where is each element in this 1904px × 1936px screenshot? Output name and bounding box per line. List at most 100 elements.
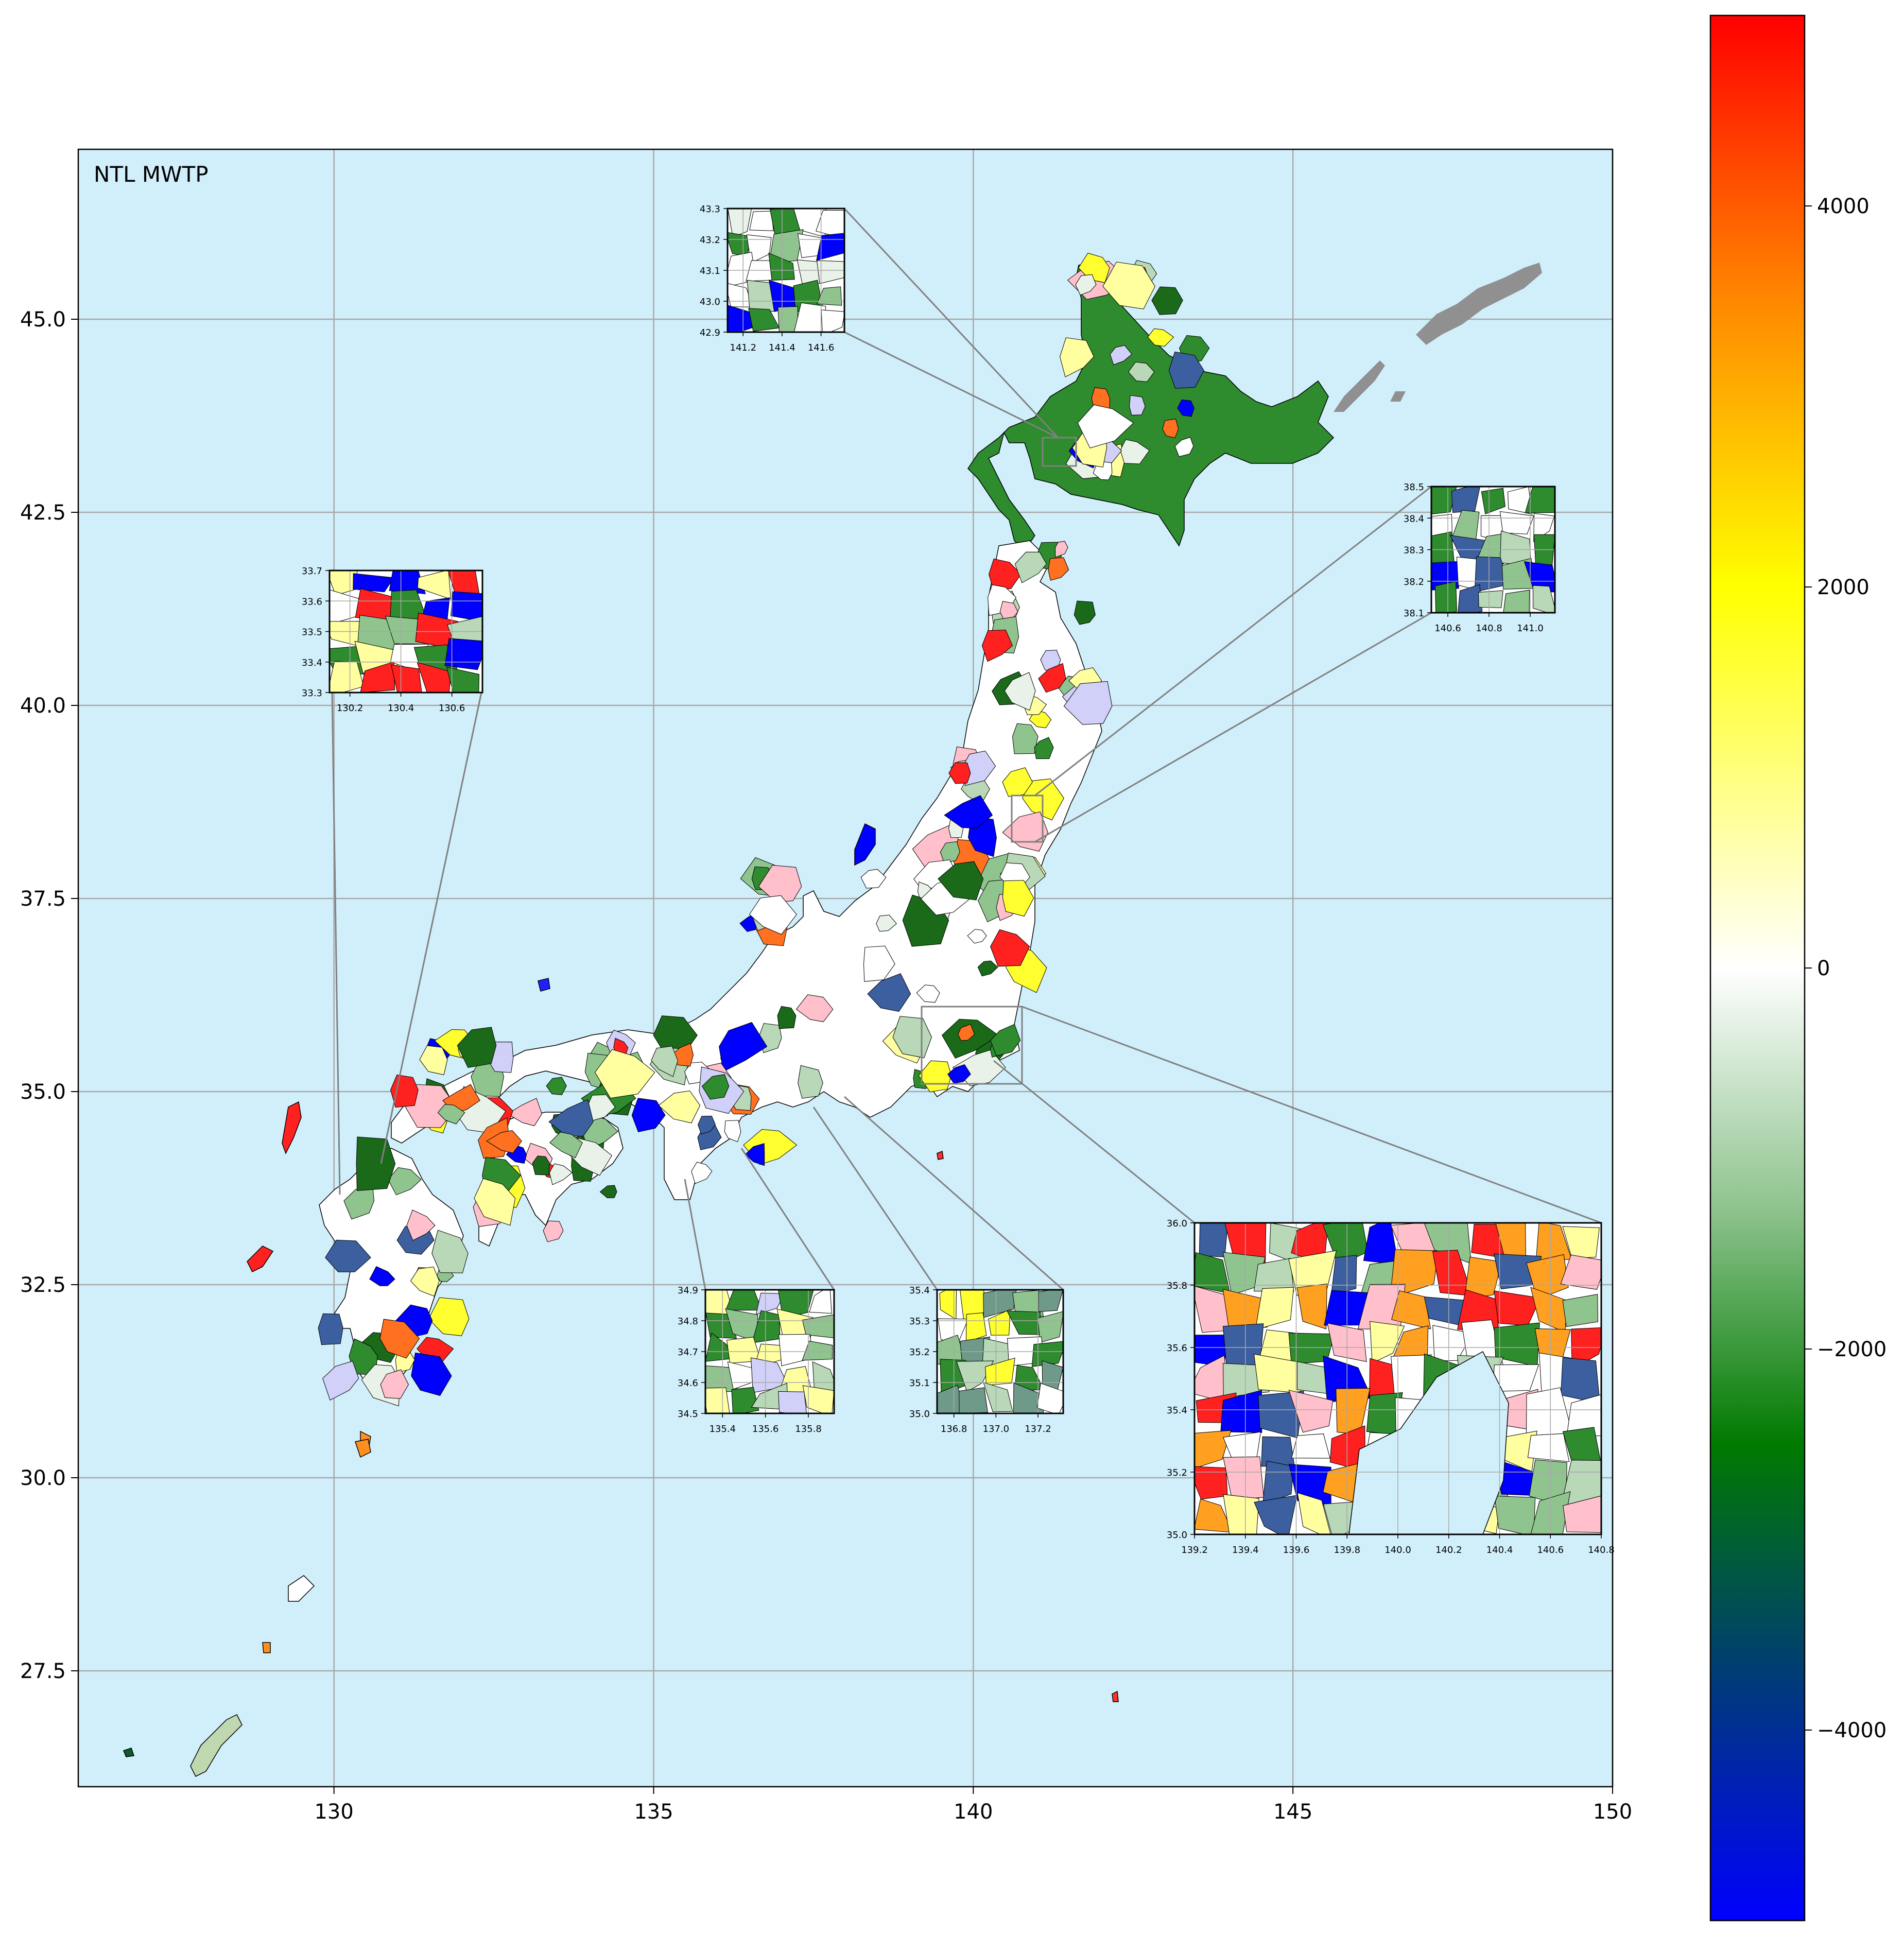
district-patch [798,1065,823,1099]
inset-districts [1195,1223,1601,1534]
inset-x-tick-label: 139.8 [1334,1545,1360,1555]
inset-x-tick-label: 135.6 [752,1424,779,1434]
y-tick-label: 45.0 [20,308,66,332]
inset-district-patch [821,309,844,332]
district-patch [411,1352,452,1396]
inset-district-patch [1561,1460,1601,1507]
inset-connector-lines [331,208,1602,1291]
district-patch [1055,541,1068,558]
inset-district-patch [1431,487,1457,514]
tokyo-bay-water [1348,1351,1509,1534]
district-patch [967,929,987,944]
inset-district-patch [1288,1390,1334,1433]
inset-y-tick-label: 42.9 [700,327,720,338]
inset-sapporo: 141.2 141.4 141.6 42.9 43.0 43.1 43.2 43.3 [700,204,845,353]
inset-district-patch [1432,1325,1474,1361]
colorbar-tick-label: 2000 [1817,576,1870,599]
inset-district-patch [1038,1290,1063,1312]
y-tick-label: 32.5 [20,1273,66,1297]
district-patch [599,1185,617,1199]
district-patch [758,865,802,903]
inset-district-patch [446,666,480,693]
inset-y-tick-label: 33.3 [302,688,322,699]
inset-district-patch [1254,1495,1297,1534]
district-patch [749,895,797,935]
district-patch [322,1360,359,1401]
inset-district-patch [1481,488,1505,514]
district-patch [325,1239,371,1272]
district-patch [1002,880,1034,917]
inset-x-tick-label: 140.6 [1434,623,1461,634]
inset-district-patch [749,211,774,231]
inset-y-tick-label: 34.6 [678,1378,698,1389]
inset-x-tick-label: 130.6 [439,703,465,714]
inset-y-tick-label: 33.7 [302,566,322,577]
inset-district-patch [1291,1433,1330,1459]
district-patch [1129,395,1146,416]
district-patch [724,1120,741,1143]
district-patch [1177,399,1195,417]
district-patch [701,1074,730,1100]
district-patch [795,994,834,1022]
y-tick-label: 42.5 [20,501,66,525]
inset-y-tick-label: 38.3 [1404,545,1424,556]
district-patch [698,1115,716,1135]
inset-district-patch [1451,487,1480,513]
inset-district-patch [768,252,795,281]
hachijo-island [1112,1690,1119,1702]
inset-district-patch [1220,1390,1262,1433]
inset-district-patch [1507,487,1533,515]
inset-district-patch [1370,1321,1405,1364]
inset-district-patch [1494,1495,1536,1534]
district-patch [938,861,984,901]
inset-districts [330,571,482,693]
inset-district-patch [417,662,452,693]
inset-district-patch [816,210,844,239]
inset-x-tick-label: 135.8 [795,1424,822,1434]
inset-district-patch [417,571,452,600]
inset-districts [1431,487,1555,613]
inset-districts [705,1290,834,1413]
district-patch [1002,767,1033,797]
inset-district-patch [1562,1427,1601,1468]
inset-district-patch [1499,511,1534,534]
inset-osaka: 135.4 135.6 135.8 34.5 34.6 34.7 34.8 34.9 [678,1285,835,1434]
okinawa-main [190,1714,243,1777]
inset-y-tick-label: 38.5 [1404,482,1424,493]
inset-x-tick-label: 140.8 [1476,623,1502,634]
district-patch [691,1162,713,1184]
x-tick-label: 135 [634,1800,673,1824]
inset-district-patch [1562,1226,1600,1259]
colorbar-tick-label: −2000 [1817,1338,1886,1361]
inset-x-tick-label: 141.6 [808,342,835,353]
inset-x-tick-label: 140.0 [1384,1545,1411,1555]
inset-x-tick-label: 141.2 [730,342,757,353]
inset-district-patch [812,1361,834,1393]
inset-y-tick-label: 35.2 [909,1347,930,1358]
inset-district-patch [360,661,395,693]
district-patch [1077,404,1134,448]
inset-x-tick-label: 137.2 [1025,1424,1051,1434]
inset-district-patch [1524,561,1555,593]
inset-district-patch [793,302,826,332]
district-patch [1151,286,1183,315]
inset-y-tick-label: 43.2 [700,235,720,246]
inset-district-patch [728,209,752,237]
inset-y-tick-label: 35.0 [909,1409,930,1420]
district-patch [719,1022,768,1072]
goto-islands [247,1246,274,1273]
inset-district-patch [1297,1492,1331,1534]
inset-x-tick-label: 141.4 [769,342,795,353]
inset-x-tick-label: 140.4 [1486,1545,1513,1555]
map-title: NTL MWTP [94,162,209,187]
district-patch [549,1163,573,1185]
inset-district-patch [778,1290,814,1319]
district-patch [594,1049,655,1099]
district-patch [1012,723,1038,754]
district-patch [1174,437,1194,457]
inset-district-patch [353,573,394,593]
colorbar-tick-label: 0 [1817,957,1830,980]
inset-district-patch [1223,1494,1259,1534]
inset-x-tick-label: 140.6 [1537,1545,1564,1555]
inset-y-tick-label: 34.7 [678,1347,698,1358]
